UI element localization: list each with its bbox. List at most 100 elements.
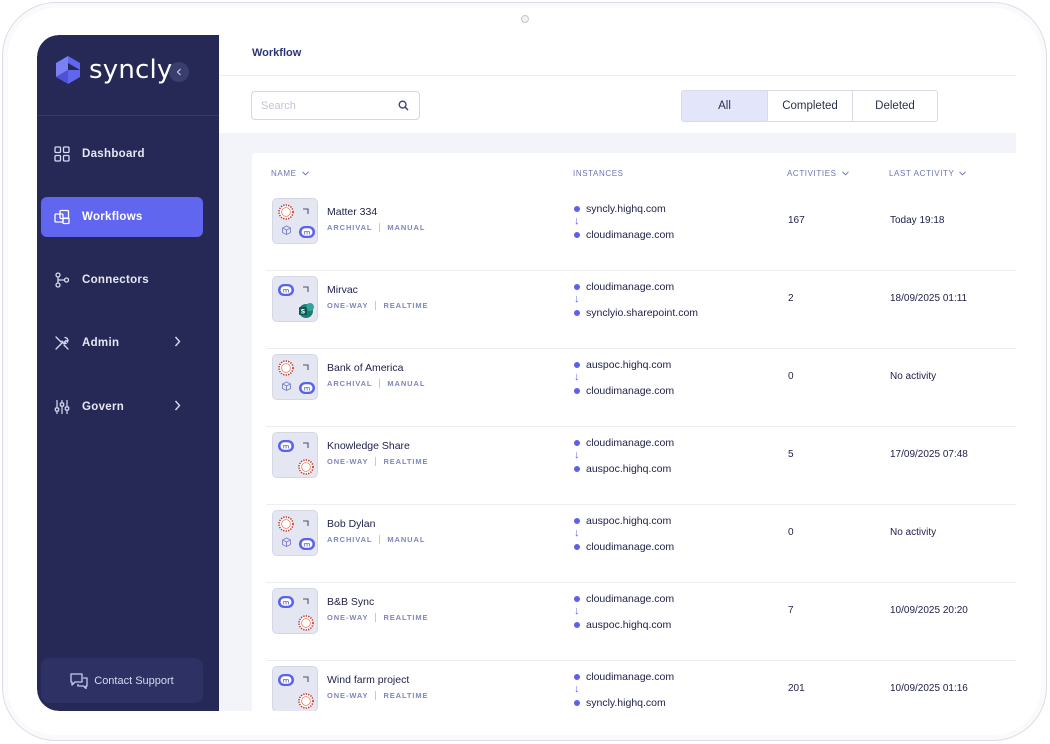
sidebar-item-govern[interactable]: Govern <box>41 387 203 427</box>
sidebar-item-connectors[interactable]: Connectors <box>41 260 203 300</box>
table-row[interactable]: m Bob Dylan ARCHIVAL MANUAL auspoc.highq.com… <box>266 505 1016 583</box>
app-screen: syncly Dashboard Workflows Connectors Admin… <box>37 35 1016 711</box>
workflow-name[interactable]: Matter 334 <box>327 206 378 218</box>
instances-cell: auspoc.highq.com ↓ cloudimanage.com <box>574 358 674 397</box>
workflow-tags: ARCHIVAL MANUAL <box>327 379 425 388</box>
filter-deleted[interactable]: Deleted <box>852 91 937 121</box>
activities-count: 0 <box>788 527 794 538</box>
table-row[interactable]: m Wind farm project ONE-WAY REALTIME cloudim… <box>266 661 1016 711</box>
workflow-mode-tag: REALTIME <box>383 457 429 466</box>
source-instance: cloudimanage.com <box>586 280 675 293</box>
last-activity: 18/09/2025 01:11 <box>890 293 968 304</box>
target-instance: syncly.highq.com <box>586 696 666 709</box>
connectors-icon <box>54 271 72 289</box>
workflow-mode-tag: REALTIME <box>383 301 429 310</box>
svg-text:m: m <box>283 598 289 606</box>
contact-support-label: Contact Support <box>94 674 174 687</box>
table-header: NAME INSTANCES ACTIVITIES LAST ACTIVITY <box>252 153 1016 193</box>
sidebar-item-label: Workflows <box>82 211 143 223</box>
workflow-mode-tag: MANUAL <box>387 223 426 232</box>
workflow-name[interactable]: Bank of America <box>327 362 404 374</box>
search-icon[interactable] <box>398 100 409 111</box>
instance-dot-icon <box>574 283 580 290</box>
sidebar-item-dashboard[interactable]: Dashboard <box>41 134 203 174</box>
logo: syncly <box>55 55 173 85</box>
source-instance: cloudimanage.com <box>586 436 675 449</box>
column-last-activity[interactable]: LAST ACTIVITY <box>889 169 967 178</box>
contact-support-button[interactable]: Contact Support <box>41 658 203 703</box>
activities-count: 0 <box>788 371 794 382</box>
table-row[interactable]: m S Mirvac ONE-WAY REALTIME cloudimanage.com ↓… <box>266 271 1016 349</box>
workflow-name[interactable]: Wind farm project <box>327 674 410 686</box>
column-activities[interactable]: ACTIVITIES <box>787 169 849 178</box>
svg-text:S: S <box>301 308 306 316</box>
workflow-type-tag: ARCHIVAL <box>327 223 373 232</box>
collapse-sidebar-button[interactable] <box>169 62 189 82</box>
sidebar-item-workflows[interactable]: Workflows <box>41 197 203 237</box>
table-row[interactable]: m B&B Sync ONE-WAY REALTIME cloudimanage.com… <box>266 583 1016 661</box>
workflow-type-tag: ARCHIVAL <box>327 535 373 544</box>
sidebar-item-label: Dashboard <box>82 148 145 160</box>
tag-separator <box>375 691 377 700</box>
chat-bubbles-icon <box>70 672 88 689</box>
workflow-type-tag: ONE-WAY <box>327 301 369 310</box>
logo-text: syncly <box>89 55 173 85</box>
filter-completed[interactable]: Completed <box>767 91 852 121</box>
svg-text:m: m <box>304 228 310 236</box>
last-activity: 10/09/2025 20:20 <box>890 605 968 616</box>
tag-separator <box>379 379 381 388</box>
workflow-tags: ONE-WAY REALTIME <box>327 691 428 700</box>
search-input[interactable] <box>261 92 391 119</box>
table-row[interactable]: m Bank of America ARCHIVAL MANUAL auspoc.hig… <box>266 349 1016 427</box>
sidebar-divider <box>37 115 219 116</box>
sidebar-item-label: Govern <box>82 401 125 413</box>
instances-cell: cloudimanage.com ↓ auspoc.highq.com <box>574 592 674 631</box>
workflow-name[interactable]: Knowledge Share <box>327 440 410 452</box>
source-instance: syncly.highq.com <box>586 202 666 215</box>
page-title: Workflow <box>252 47 302 59</box>
arrow-down-icon: ↓ <box>574 215 580 227</box>
workflow-name[interactable]: Mirvac <box>327 284 358 296</box>
instances-cell: syncly.highq.com ↓ cloudimanage.com <box>574 202 674 241</box>
instance-dot-icon <box>574 517 580 524</box>
instance-dot-icon <box>574 621 580 628</box>
column-instances: INSTANCES <box>573 169 624 178</box>
workflow-name[interactable]: Bob Dylan <box>327 518 376 530</box>
syncly-logo-icon <box>56 56 80 84</box>
chevron-right-icon <box>174 336 181 347</box>
svg-text:m: m <box>283 676 289 684</box>
table-row[interactable]: m Matter 334 ARCHIVAL MANUAL syncly.highq.co… <box>266 193 1016 271</box>
imanage-to-highq-icon: m <box>272 666 318 711</box>
column-name[interactable]: NAME <box>271 169 309 178</box>
chevron-left-icon <box>176 68 181 76</box>
highq-to-imanage-icon: m <box>272 198 318 244</box>
activities-count: 201 <box>788 683 805 694</box>
workflow-tags: ARCHIVAL MANUAL <box>327 535 425 544</box>
filter-all[interactable]: All <box>682 91 767 121</box>
target-instance: synclyio.sharepoint.com <box>586 306 699 319</box>
tag-separator <box>379 223 381 232</box>
arrow-down-icon: ↓ <box>574 605 580 617</box>
last-activity: No activity <box>890 527 937 538</box>
last-activity: 10/09/2025 01:16 <box>890 683 968 694</box>
instance-dot-icon <box>574 231 580 238</box>
camera-icon <box>521 15 529 23</box>
top-bar: Workflow <box>219 35 1016 76</box>
svg-text:m: m <box>304 540 310 548</box>
table-row[interactable]: m Knowledge Share ONE-WAY REALTIME cloudiman… <box>266 427 1016 505</box>
sidebar-item-admin[interactable]: Admin <box>41 323 203 363</box>
highq-to-imanage-icon: m <box>272 510 318 556</box>
toolbar: All Completed Deleted <box>219 76 1016 133</box>
workflow-mode-tag: MANUAL <box>387 379 426 388</box>
arrow-down-icon: ↓ <box>574 293 580 305</box>
sort-chevron-icon <box>301 171 309 176</box>
tag-separator <box>375 301 377 310</box>
instances-cell: cloudimanage.com ↓ synclyio.sharepoint.com <box>574 280 698 319</box>
instances-cell: auspoc.highq.com ↓ cloudimanage.com <box>574 514 674 553</box>
instance-dot-icon <box>574 309 580 316</box>
target-instance: auspoc.highq.com <box>586 462 672 475</box>
workflow-name[interactable]: B&B Sync <box>327 596 375 608</box>
sidebar-item-label: Connectors <box>82 274 149 286</box>
target-instance: cloudimanage.com <box>586 384 675 397</box>
highq-to-imanage-icon: m <box>272 354 318 400</box>
